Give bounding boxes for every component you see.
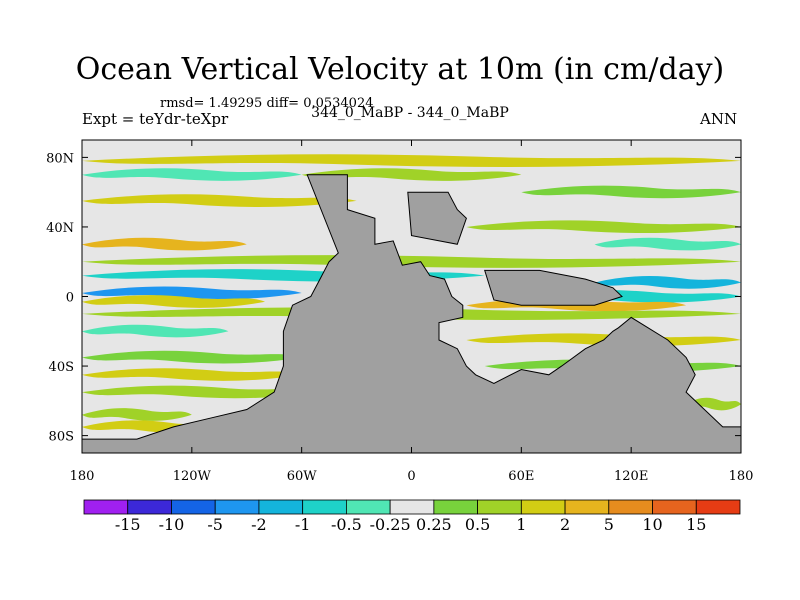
colorbar-label: 10 [642,515,662,534]
colorbar-label: 1 [516,515,526,534]
colorbar-swatch [608,499,653,515]
anomaly-patch [466,220,741,234]
x-tick-label: 180 [729,469,754,484]
east-block [484,269,623,306]
anomaly-patch [82,168,302,181]
main-continent [81,174,742,454]
colorbar-swatch [477,499,522,515]
anomaly-patch [82,255,741,268]
stats-text: rmsd= 1.49295 diff= 0.0534024 [160,96,374,111]
colorbar-label: -10 [159,515,185,534]
colorbar-swatch [389,499,435,515]
x-tick-label: 60E [508,469,534,484]
colorbar-label: 15 [686,515,706,534]
anomaly-patch [82,211,375,225]
colorbar-label: -15 [115,515,141,534]
y-tick-label: 80S [49,430,74,445]
y-tick-label: 40S [49,360,74,375]
colorbar-swatch [302,499,347,515]
case-label: 344_0_MaBP - 344_0_MaBP [311,105,509,121]
anomaly-patch [82,194,357,207]
colorbar-label: 5 [604,515,614,534]
colorbar-label: -5 [207,515,223,534]
x-tick-label: 0 [407,469,415,484]
anomaly-patch [82,368,302,381]
colorbar-swatch [214,499,260,515]
x-tick-label: 60W [287,469,318,484]
colorbar-swatch [258,499,304,515]
anomaly-patch [594,276,741,289]
experiment-label: Expt = teYdr-teXpr [82,110,229,128]
anomaly-patch [82,385,320,399]
y-tick-label: 40N [46,221,74,236]
colorbar-label: -2 [251,515,267,534]
colorbar-label: 2 [560,515,570,534]
chart-title: Ocean Vertical Velocity at 10m (in cm/da… [75,52,725,87]
anomaly-patch [82,286,302,300]
colorbar-swatch [652,499,697,515]
y-tick-label: 80N [46,151,74,166]
colorbar-swatch [127,499,172,515]
y-tick-label: 0 [66,291,74,306]
colorbar-swatch [345,499,391,515]
anomaly-patch [82,154,741,167]
anomaly-patch [82,408,192,421]
anomaly-patch [686,397,741,411]
colorbar-swatch [564,499,610,515]
x-tick-label: 120W [173,469,212,484]
anomaly-patch [82,295,266,308]
colorbar-label: -1 [295,515,311,534]
colorbar-label: -0.5 [331,515,362,534]
colorbar-swatch [83,499,129,515]
x-tick-label: 180 [70,469,95,484]
colorbar-swatch [433,499,479,515]
season-label: ANN [700,110,738,128]
colorbar-label: -0.25 [370,515,411,534]
anomaly-patch [82,350,302,364]
anomaly-patch [301,168,522,181]
colorbar-swatch [520,499,566,515]
anomaly-patch [521,185,741,199]
colorbar-label: 0.5 [465,515,490,534]
colorbar-swatch [171,499,216,515]
anomaly-patch [594,237,741,251]
anomaly-patch [82,237,247,251]
colorbar-swatch [695,499,741,515]
colorbar-label: 0.25 [416,515,452,534]
north-block [407,191,467,245]
x-tick-label: 120E [614,469,648,484]
anomaly-patch [82,324,229,338]
